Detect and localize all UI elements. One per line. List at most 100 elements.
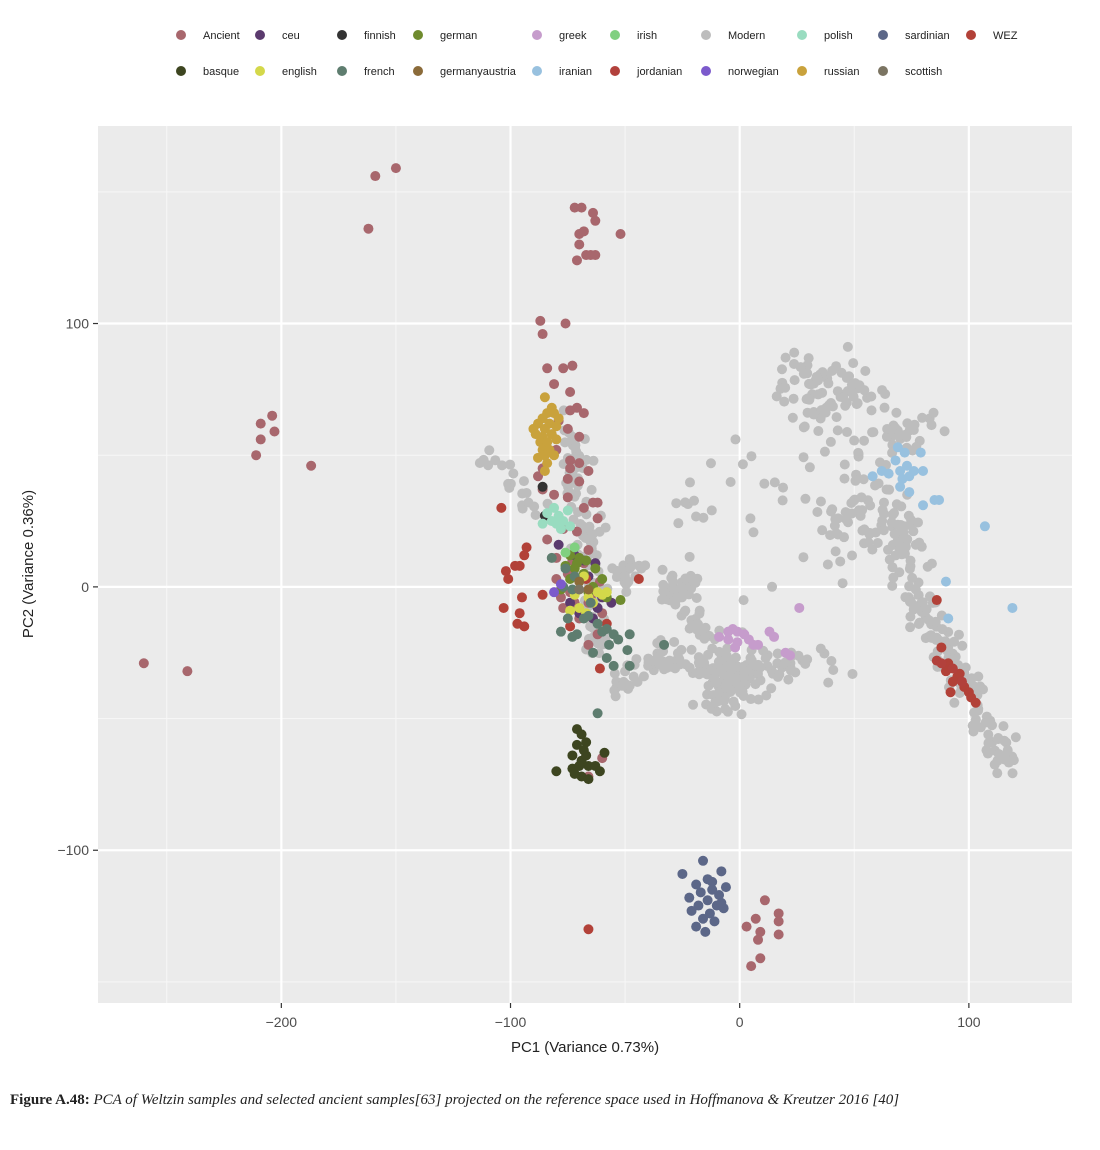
point-ceu [565, 597, 576, 608]
point-iranian [890, 455, 901, 466]
point-modern [684, 551, 695, 562]
point-modern [640, 560, 651, 571]
legend-label: french [364, 66, 395, 78]
point-modern [848, 495, 859, 506]
point-modern [760, 653, 771, 664]
legend-item-iranian: iranian [532, 66, 592, 78]
point-modern [917, 597, 928, 608]
point-wez [954, 668, 965, 679]
point-modern [737, 459, 748, 470]
point-modern [949, 697, 960, 708]
point-ancient [562, 473, 573, 484]
point-french [601, 624, 612, 635]
point-modern [877, 515, 888, 526]
point-modern [835, 556, 846, 567]
point-ancient [583, 466, 594, 477]
point-ancient [571, 255, 582, 266]
point-basque [567, 750, 578, 761]
legend-label: Modern [728, 30, 765, 42]
point-modern [928, 407, 939, 418]
point-modern [638, 671, 649, 682]
point-modern [787, 412, 798, 423]
legend-label: irish [637, 30, 657, 42]
point-modern [844, 371, 855, 382]
point-greek [743, 634, 754, 645]
point-modern [631, 654, 642, 665]
point-finnish [537, 481, 548, 492]
point-ancient [590, 215, 601, 226]
legend-key [337, 66, 347, 76]
point-wez [514, 608, 525, 619]
y-tick-label: −100 [57, 842, 89, 858]
legend-key [701, 66, 711, 76]
point-french [659, 639, 670, 650]
point-ancient [370, 171, 381, 182]
point-iranian [899, 447, 910, 458]
point-greek [723, 634, 734, 645]
point-ancient [560, 318, 571, 329]
point-ancient [574, 458, 585, 469]
point-german [571, 558, 582, 569]
point-ancient [549, 379, 560, 390]
point-modern [913, 517, 924, 528]
point-sardinian [693, 900, 704, 911]
point-modern [838, 392, 849, 403]
point-modern [847, 550, 858, 561]
point-ancient [363, 223, 374, 234]
point-ancient [138, 658, 149, 669]
point-modern [657, 564, 668, 575]
point-modern [914, 537, 925, 548]
point-modern [753, 694, 764, 705]
point-modern [804, 462, 815, 473]
point-modern [823, 400, 834, 411]
point-sardinian [709, 916, 720, 927]
point-modern [703, 649, 714, 660]
point-modern [859, 538, 870, 549]
point-modern [993, 748, 1004, 759]
figure-caption: Figure A.48: PCA of Weltzin samples and … [10, 1090, 1090, 1111]
point-basque [594, 766, 605, 777]
point-ancient [255, 418, 266, 429]
point-polish [565, 521, 576, 532]
legend-item-french: french [337, 66, 395, 78]
legend-item-english: english [255, 66, 317, 78]
point-modern [817, 525, 828, 536]
point-germanyaustria [583, 584, 594, 595]
legend-item-ceu: ceu [255, 30, 300, 42]
point-modern [877, 504, 888, 515]
caption-label: Figure A.48: [10, 1092, 90, 1108]
point-modern [826, 656, 837, 667]
point-russian [535, 437, 546, 448]
point-modern [922, 561, 933, 572]
point-iranian [908, 466, 919, 477]
point-wez [514, 560, 525, 571]
point-modern [839, 532, 850, 543]
point-ancient [565, 405, 576, 416]
point-iranian [1007, 602, 1018, 613]
point-modern [830, 546, 841, 557]
point-modern [905, 611, 916, 622]
point-modern [680, 573, 691, 584]
point-ancient [269, 426, 280, 437]
point-modern [857, 505, 868, 516]
axes: −200 −100 0 100 −100 0 100 [57, 316, 980, 1030]
point-iranian [897, 473, 908, 484]
point-greek [753, 639, 764, 650]
point-greek [769, 631, 780, 642]
point-modern [719, 695, 730, 706]
point-wez [970, 697, 981, 708]
point-modern [559, 437, 570, 448]
point-ancient [583, 545, 594, 556]
x-axis-label: PC1 (Variance 0.73%) [511, 1039, 659, 1056]
point-modern [842, 427, 853, 438]
legend-key [797, 30, 807, 40]
point-ancient [565, 386, 576, 397]
point-modern [975, 722, 986, 733]
point-modern [831, 412, 842, 423]
point-sardinian [704, 908, 715, 919]
point-greek [785, 650, 796, 661]
point-modern [937, 624, 948, 635]
point-greek [794, 602, 805, 613]
legend-item-ancient: Ancient [176, 30, 240, 42]
point-modern [926, 630, 937, 641]
